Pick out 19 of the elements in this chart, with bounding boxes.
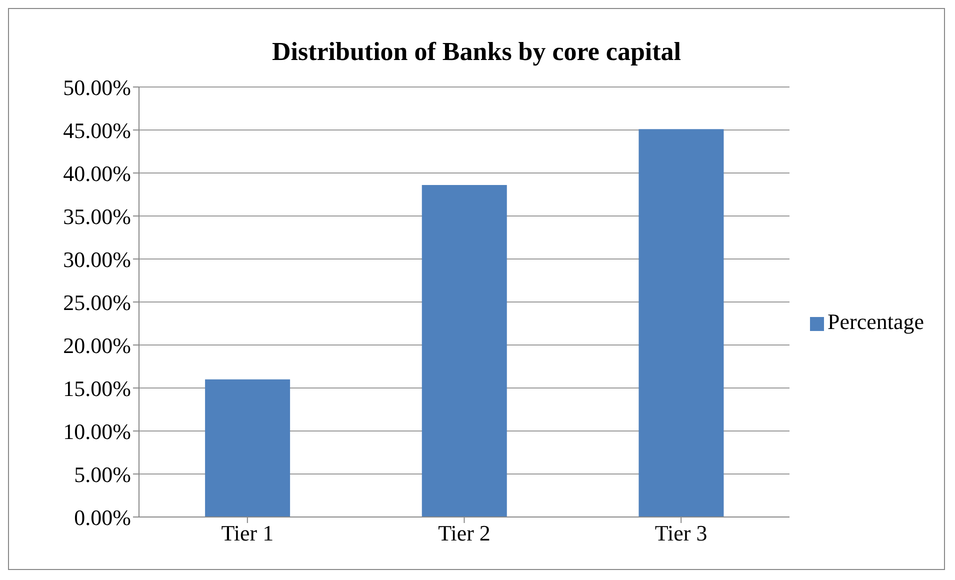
- bar: [205, 379, 290, 517]
- bar: [422, 185, 507, 517]
- y-tick-label: 25.00%: [63, 290, 131, 315]
- y-tick-label: 40.00%: [63, 160, 131, 186]
- y-tick-label: 15.00%: [63, 376, 131, 401]
- y-tick-label: 45.00%: [63, 118, 131, 143]
- y-tick-label: 50.00%: [63, 74, 131, 100]
- x-tick-label: Tier 1: [221, 520, 274, 546]
- x-tick-label: Tier 3: [654, 520, 708, 546]
- y-tick-label: 0.00%: [74, 504, 131, 530]
- y-tick-label: 20.00%: [63, 332, 131, 358]
- bar: [638, 129, 724, 517]
- chart-title: Distribution of Banks by core capital: [272, 37, 682, 66]
- y-tick-label: 30.00%: [63, 246, 131, 272]
- y-tick-label: 5.00%: [74, 462, 131, 487]
- y-tick-label: 35.00%: [63, 204, 131, 229]
- legend-label: Percentage: [828, 309, 924, 334]
- x-tick-label: Tier 2: [438, 520, 490, 546]
- y-tick-label: 10.00%: [63, 418, 131, 444]
